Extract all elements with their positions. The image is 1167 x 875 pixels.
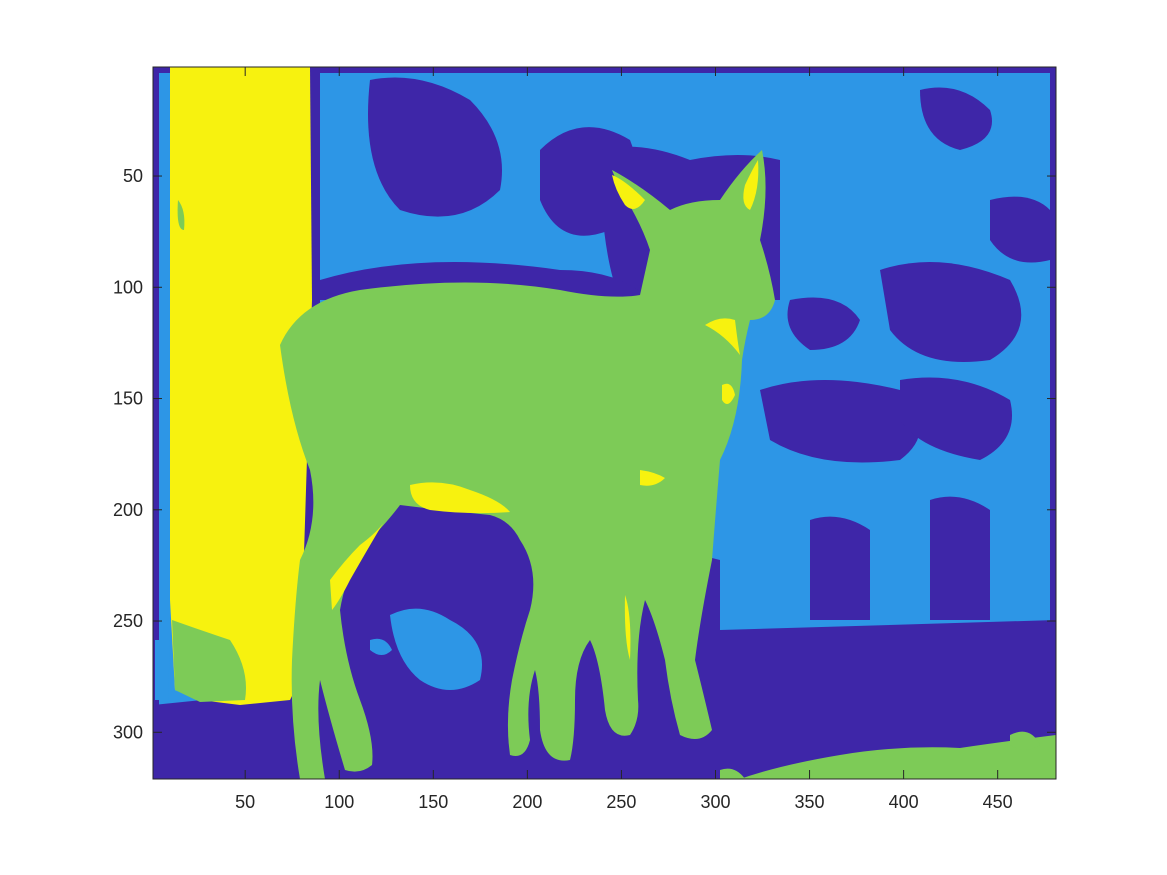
y-tick-label: 250: [113, 611, 143, 631]
axes-frame: [152, 66, 1057, 780]
x-axis: 50 100 150 200 250 300 350 400 450: [235, 67, 1013, 812]
x-tick-label: 450: [983, 792, 1013, 812]
region-green-ground: [740, 735, 1056, 779]
y-tick-label: 300: [113, 722, 143, 742]
segmentation-image: [153, 67, 1056, 779]
y-tick-label: 200: [113, 500, 143, 520]
x-tick-label: 150: [418, 792, 448, 812]
region-blue-patches: [155, 608, 482, 700]
x-tick-label: 300: [700, 792, 730, 812]
y-tick-label: 50: [123, 166, 143, 186]
x-tick-label: 100: [324, 792, 354, 812]
x-tick-label: 400: [889, 792, 919, 812]
region-deer: [280, 150, 775, 779]
y-tick-label: 150: [113, 389, 143, 409]
x-tick-label: 250: [606, 792, 636, 812]
region-yellow-column: [170, 67, 312, 705]
region-green-column-patch: [172, 620, 246, 702]
y-axis: 50 100 150 200 250 300: [113, 166, 1056, 742]
x-tick-label: 200: [512, 792, 542, 812]
region-yellow-highlights: [330, 160, 759, 660]
x-tick-label: 50: [235, 792, 255, 812]
y-tick-label: 100: [113, 277, 143, 297]
x-tick-label: 350: [795, 792, 825, 812]
